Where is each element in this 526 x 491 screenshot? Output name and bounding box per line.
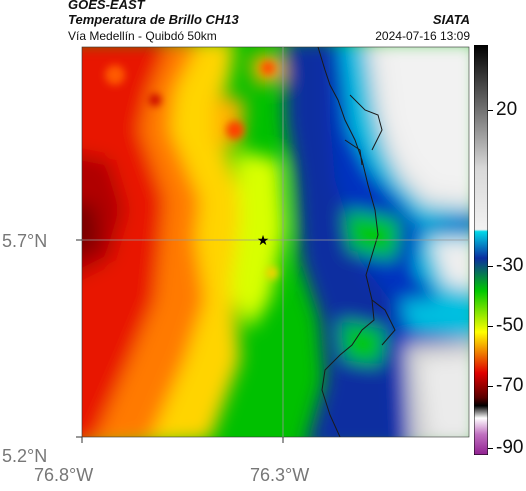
boundary-lines	[317, 47, 396, 437]
satellite-name: GOES-EAST	[68, 0, 145, 12]
cb-label-neg30: -30	[496, 255, 524, 276]
cb-label-neg50: -50	[496, 315, 524, 336]
cb-tick	[488, 110, 493, 111]
cb-label-neg70: -70	[496, 375, 524, 396]
lat-label-5.2: 5.2°N	[2, 446, 48, 466]
map-frame	[81, 46, 470, 438]
graticule	[82, 47, 469, 437]
temperature-field	[82, 47, 469, 437]
cb-tick	[488, 266, 493, 267]
lat-label-5.7: 5.7°N	[2, 231, 48, 251]
colorbar	[474, 45, 488, 455]
cb-tick	[488, 326, 493, 327]
cb-tick	[488, 386, 493, 387]
star-icon: ★	[257, 232, 270, 248]
lon-label-76.8: 76.8°W	[34, 465, 94, 485]
lon-label-76.3: 76.3°W	[250, 465, 310, 485]
map-axis-ticks	[76, 239, 284, 443]
product-title: Temperatura de Brillo CH13	[68, 12, 239, 27]
datetime-label: 2024-07-16 13:09	[375, 29, 470, 43]
organization-label: SIATA	[432, 12, 470, 27]
cb-label-neg90: -90	[496, 437, 524, 458]
area-label: Vía Medellín - Quibdó 50km	[68, 29, 217, 43]
cb-label-20: 20	[496, 99, 518, 120]
cb-tick	[488, 448, 493, 449]
